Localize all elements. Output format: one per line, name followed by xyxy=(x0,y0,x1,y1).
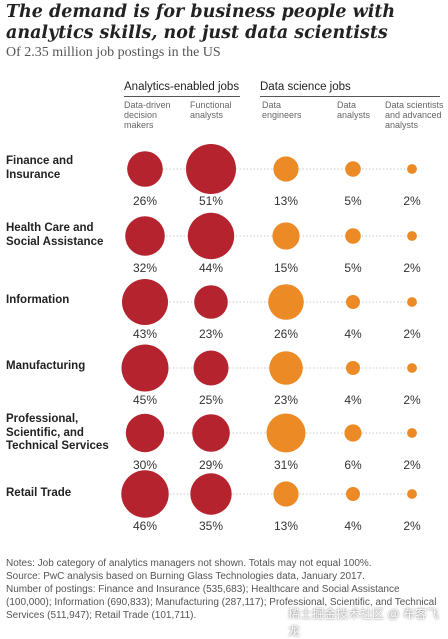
bubble xyxy=(407,363,417,373)
bubble xyxy=(272,222,300,250)
bubble xyxy=(345,228,361,244)
value-label: 31% xyxy=(273,458,299,472)
group-divider xyxy=(124,96,240,97)
bubble xyxy=(346,295,360,309)
column-label: Data analysts xyxy=(337,100,371,120)
source-line: Source: PwC analysis based on Burning Gl… xyxy=(6,571,365,582)
column-label: Data-driven decision makers xyxy=(124,100,171,130)
bubble xyxy=(121,470,169,518)
bubble xyxy=(346,361,360,375)
bubble xyxy=(192,414,230,452)
bubble xyxy=(346,487,360,501)
watermark: 稀土掘金技术社区 @ 布客飞龙 xyxy=(288,607,439,638)
bubble xyxy=(407,489,417,499)
row-label: Retail Trade xyxy=(6,487,72,499)
value-label: 35% xyxy=(198,519,224,533)
value-label: 13% xyxy=(273,194,299,208)
bubble xyxy=(190,473,232,515)
value-label: 6% xyxy=(344,458,362,472)
group-label: Data science jobs xyxy=(260,81,351,93)
bubble xyxy=(122,279,168,325)
value-label: 5% xyxy=(344,261,362,275)
chart-title: The demand is for business people with a… xyxy=(6,2,396,43)
column-label: Data engineers xyxy=(262,100,302,120)
postings-line: Number of postings: Finance and Insuranc… xyxy=(6,584,437,621)
bubble xyxy=(125,413,165,453)
value-label: 4% xyxy=(344,393,362,407)
value-label: 32% xyxy=(132,261,158,275)
bubble xyxy=(344,424,362,442)
value-label: 4% xyxy=(344,327,362,341)
group-label: Analytics-enabled jobs xyxy=(124,81,240,93)
row-label: Health Care and Social Assistance xyxy=(6,222,104,248)
value-label: 2% xyxy=(403,393,421,407)
value-label: 13% xyxy=(273,519,299,533)
value-label: 26% xyxy=(273,327,299,341)
value-label: 43% xyxy=(132,327,158,341)
chart-subtitle: Of 2.35 million job postings in the US xyxy=(6,45,221,60)
value-label: 2% xyxy=(403,194,421,208)
bubble xyxy=(186,144,236,194)
bubble xyxy=(407,297,417,307)
value-label: 2% xyxy=(403,458,421,472)
value-label: 26% xyxy=(132,194,158,208)
value-label: 30% xyxy=(132,458,158,472)
value-label: 2% xyxy=(403,519,421,533)
bubble xyxy=(269,351,303,385)
value-label: 45% xyxy=(132,393,158,407)
bubble xyxy=(268,284,304,320)
bubble xyxy=(273,156,299,182)
row-label: Manufacturing xyxy=(6,360,86,372)
row-label: Professional, Scientific, and Technical … xyxy=(6,413,109,452)
value-label: 2% xyxy=(403,327,421,341)
value-label: 46% xyxy=(132,519,158,533)
column-label: Data scientists and advanced analysts xyxy=(385,100,444,130)
row-label: Finance and Insurance xyxy=(6,155,74,181)
value-label: 23% xyxy=(198,327,224,341)
row-label: Information xyxy=(6,294,70,306)
bubble xyxy=(193,350,229,386)
value-label: 5% xyxy=(344,194,362,208)
value-label: 4% xyxy=(344,519,362,533)
bubble xyxy=(187,212,235,260)
bubble xyxy=(121,344,169,392)
bubble xyxy=(407,231,417,241)
bubble xyxy=(345,161,361,177)
value-label: 25% xyxy=(198,393,224,407)
bubble xyxy=(407,428,417,438)
value-label: 2% xyxy=(403,261,421,275)
bubble xyxy=(266,413,306,453)
value-label: 23% xyxy=(273,393,299,407)
bubble xyxy=(194,285,228,319)
column-label: Functional analysts xyxy=(190,100,232,120)
notes-line: Notes: Job category of analytics manager… xyxy=(6,558,372,569)
bubble xyxy=(407,164,417,174)
bubble xyxy=(127,151,163,187)
value-label: 29% xyxy=(198,458,224,472)
value-label: 15% xyxy=(273,261,299,275)
notes-block: Notes: Job category of analytics manager… xyxy=(6,557,444,622)
value-label: 44% xyxy=(198,261,224,275)
bubble xyxy=(273,481,299,507)
bubble xyxy=(125,216,165,256)
value-label: 51% xyxy=(198,194,224,208)
group-divider xyxy=(260,96,440,97)
